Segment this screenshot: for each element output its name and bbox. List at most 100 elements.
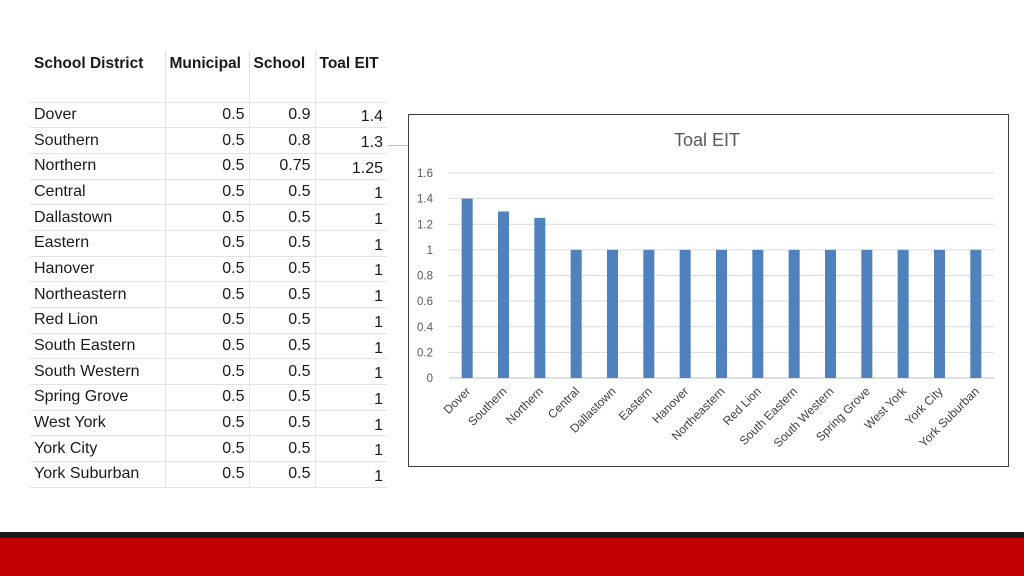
- municipal-cell: 0.5: [165, 435, 250, 463]
- municipal-cell: 0.5: [165, 281, 250, 308]
- table-row: Spring Grove 0.5 0.5 1: [30, 384, 387, 411]
- district-cell: York Suburban: [30, 461, 166, 488]
- table-row: Red Lion 0.5 0.5 1: [30, 307, 387, 334]
- school-cell: 0.5: [249, 281, 316, 308]
- district-cell: Northern: [30, 153, 166, 180]
- school-cell: 0.5: [249, 410, 316, 437]
- bar: [861, 249, 873, 378]
- school-cell: 0.5: [249, 435, 316, 463]
- municipal-cell: 0.5: [165, 153, 250, 180]
- y-tick-label: 0.2: [417, 347, 433, 359]
- school-cell: 0.8: [249, 127, 316, 154]
- school-cell: 0.5: [249, 307, 316, 334]
- bar: [498, 211, 509, 378]
- header-municipal: Municipal: [165, 50, 250, 78]
- district-cell: Southern: [30, 127, 166, 154]
- total-eit-chart: Toal EIT 0 0.2 0.4 0.6 0.8 1 1.2 1.4 1.6 Dover Sout…: [408, 114, 1009, 467]
- header-school: School: [249, 50, 316, 78]
- school-cell: 0.5: [249, 204, 316, 231]
- y-tick-label: 1.4: [417, 194, 434, 206]
- total-eit-cell: 1: [315, 410, 387, 437]
- school-cell: 0.5: [249, 384, 316, 411]
- municipal-cell: 0.5: [165, 307, 250, 334]
- school-cell: 0.5: [249, 333, 316, 360]
- total-eit-cell: 1: [315, 281, 387, 308]
- district-cell: York City: [30, 435, 166, 463]
- table-row: Dover 0.5 0.9 1.4: [30, 102, 387, 129]
- table-chart-connector-line: [388, 145, 409, 146]
- total-eit-cell: 1: [315, 358, 387, 386]
- y-tick-label: 1: [427, 245, 433, 257]
- total-eit-cell: 1.3: [315, 127, 387, 154]
- school-cell: 0.5: [249, 358, 316, 386]
- district-cell: Dallastown: [30, 204, 166, 231]
- bar: [897, 249, 909, 378]
- municipal-cell: 0.5: [165, 256, 250, 283]
- total-eit-cell: 1: [315, 307, 387, 334]
- bar: [679, 249, 691, 378]
- eit-table: School District Municipal School Toal EI…: [30, 50, 387, 488]
- table-row: Eastern 0.5 0.5 1: [30, 230, 387, 257]
- school-cell: 0.5: [249, 256, 316, 283]
- district-cell: South Eastern: [30, 333, 166, 360]
- municipal-cell: 0.5: [165, 384, 250, 411]
- school-cell: 0.5: [249, 179, 316, 206]
- municipal-cell: 0.5: [165, 410, 250, 437]
- district-cell: Central: [30, 179, 166, 206]
- municipal-cell: 0.5: [165, 179, 250, 206]
- district-cell: West York: [30, 410, 166, 437]
- y-tick-label: 1.2: [417, 219, 433, 231]
- district-cell: Northeastern: [30, 281, 166, 308]
- municipal-cell: 0.5: [165, 358, 250, 386]
- table-row: Central 0.5 0.5 1: [30, 179, 387, 206]
- bar: [643, 249, 655, 378]
- district-cell: Dover: [30, 102, 166, 129]
- bar: [716, 249, 727, 378]
- table-body: Dover 0.5 0.9 1.4 Southern 0.5 0.8 1.3 Northern 0…: [30, 78, 387, 488]
- total-eit-cell: 1: [315, 256, 387, 283]
- district-cell: Red Lion: [30, 307, 166, 334]
- table-row: South Eastern 0.5 0.5 1: [30, 333, 387, 360]
- y-tick-label: 0.4: [417, 322, 434, 334]
- school-cell: 0.5: [249, 230, 316, 257]
- bar: [534, 217, 546, 378]
- school-cell: 0.75: [249, 153, 316, 180]
- municipal-cell: 0.5: [165, 461, 250, 488]
- y-tick-label: 1.6: [417, 168, 433, 180]
- table-row: Hanover 0.5 0.5 1: [30, 256, 387, 283]
- district-cell: Eastern: [30, 230, 166, 257]
- bar: [607, 249, 618, 378]
- x-tick-label: Southern: [465, 384, 509, 428]
- table-row: South Western 0.5 0.5 1: [30, 358, 387, 386]
- total-eit-cell: 1: [315, 230, 387, 257]
- total-eit-cell: 1: [315, 435, 387, 463]
- table-row: Dallastown 0.5 0.5 1: [30, 204, 387, 231]
- total-eit-cell: 1: [315, 333, 387, 360]
- header-total-eit: Toal EIT: [319, 55, 379, 72]
- municipal-cell: 0.5: [165, 204, 250, 231]
- table-spacer-row: [30, 78, 387, 103]
- table-row: York Suburban 0.5 0.5 1: [30, 461, 387, 488]
- x-tick-label: Eastern: [616, 384, 655, 423]
- x-tick-label: Northern: [503, 384, 546, 427]
- bar: [461, 198, 473, 378]
- school-cell: 0.5: [249, 461, 316, 488]
- table-row: West York 0.5 0.5 1: [30, 410, 387, 437]
- district-cell: South Western: [30, 358, 166, 386]
- district-cell: Spring Grove: [30, 384, 166, 411]
- municipal-cell: 0.5: [165, 102, 250, 129]
- bar: [825, 249, 836, 378]
- school-cell: 0.9: [249, 102, 316, 129]
- table-row: Southern 0.5 0.8 1.3: [30, 127, 387, 154]
- table-row: York City 0.5 0.5 1: [30, 435, 387, 463]
- total-eit-cell: 1: [315, 204, 387, 231]
- bar: [752, 249, 764, 378]
- header-school-district: School District: [30, 50, 166, 78]
- y-tick-label: 0.8: [417, 271, 433, 283]
- y-tick-label: 0.6: [417, 296, 433, 308]
- bar: [570, 249, 582, 378]
- table-row: Northeastern 0.5 0.5 1: [30, 281, 387, 308]
- footer-red-band: [0, 538, 1024, 576]
- municipal-cell: 0.5: [165, 127, 250, 154]
- district-cell: Hanover: [30, 256, 166, 283]
